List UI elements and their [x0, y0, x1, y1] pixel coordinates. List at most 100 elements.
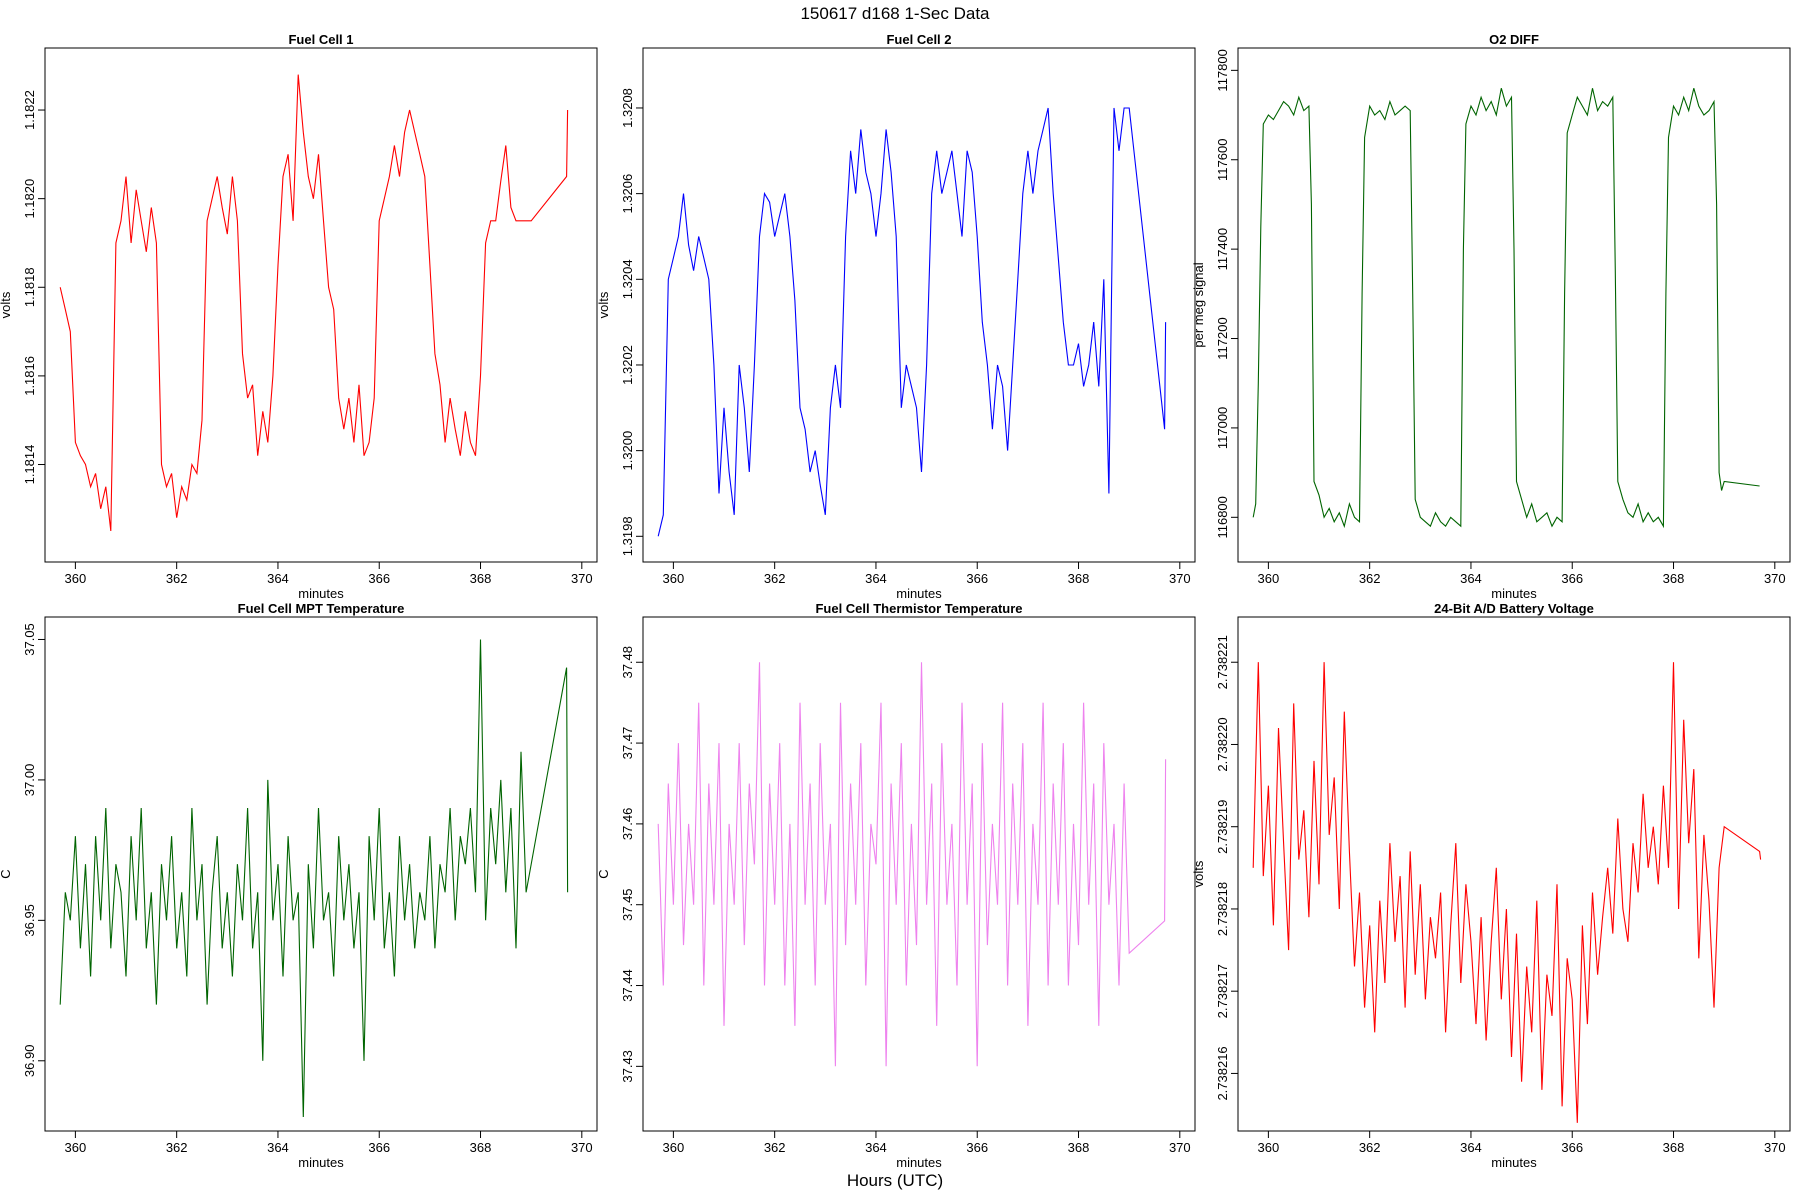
x-tick-label: 362	[166, 571, 188, 586]
y-tick-label: 1.3206	[620, 174, 635, 214]
plot-frame	[44, 616, 598, 1132]
x-axis-label: minutes	[1491, 1155, 1537, 1170]
panel-1: Fuel Cell 1 360 362 364 366 368 370 minutes 1.18…	[0, 32, 598, 601]
y-tick-label: 37.43	[620, 1050, 635, 1083]
x-tick-label: 368	[470, 571, 492, 586]
y-tick-label: 1.3200	[620, 431, 635, 471]
x-tick-label: 366	[368, 1140, 390, 1155]
y-tick-label: 37.00	[22, 764, 37, 797]
x-tick-label: 364	[865, 1140, 887, 1155]
y-tick-label: 117400	[1215, 228, 1230, 270]
x-tick-label: 360	[1258, 1140, 1280, 1155]
y-tick-label: 117200	[1215, 317, 1230, 359]
panel-5: Fuel Cell Thermistor Temperature 360 362 36…	[596, 601, 1196, 1170]
x-tick-label: 362	[166, 1140, 188, 1155]
x-tick-label: 370	[1764, 571, 1786, 586]
figure-title: 150617 d168 1-Sec Data	[800, 4, 990, 23]
y-tick-label: 2.738217	[1215, 964, 1230, 1018]
series-line	[657, 662, 1167, 1067]
y-tick-label: 1.1814	[22, 445, 37, 485]
y-tick-label: 1.1820	[22, 179, 37, 219]
y-tick-label: 1.3204	[620, 259, 635, 299]
panel-title: Fuel Cell 1	[288, 32, 353, 47]
y-axis-label: C	[596, 869, 611, 878]
plot-frame	[642, 47, 1196, 563]
x-tick-label: 366	[368, 571, 390, 586]
y-tick-label: 1.1818	[22, 267, 37, 307]
x-tick-label: 368	[470, 1140, 492, 1155]
y-tick-label: 37.48	[620, 646, 635, 679]
panel-title: Fuel Cell Thermistor Temperature	[815, 601, 1022, 616]
plot-frame	[642, 616, 1196, 1132]
series-line	[657, 107, 1167, 537]
panel-title: 24-Bit A/D Battery Voltage	[1434, 601, 1594, 616]
panel-title: Fuel Cell 2	[886, 32, 951, 47]
x-tick-label: 366	[966, 571, 988, 586]
y-tick-label: 1.3198	[620, 516, 635, 556]
x-tick-label: 362	[1359, 571, 1381, 586]
y-tick-label: 117600	[1215, 139, 1230, 181]
y-tick-label: 37.47	[620, 727, 635, 760]
y-tick-label: 1.1822	[22, 90, 37, 130]
y-tick-label: 37.45	[620, 888, 635, 921]
x-axis-label: minutes	[1491, 586, 1537, 601]
x-tick-label: 366	[966, 1140, 988, 1155]
x-axis-label: minutes	[896, 1155, 942, 1170]
series-line	[59, 74, 569, 532]
plot-frame	[1237, 47, 1791, 563]
y-tick-label: 2.738220	[1215, 717, 1230, 771]
x-tick-label: 360	[663, 1140, 685, 1155]
x-axis-label: minutes	[896, 586, 942, 601]
panel-6: 24-Bit A/D Battery Voltage 360 362 364 366 36…	[1191, 601, 1791, 1170]
y-tick-label: 2.738221	[1215, 635, 1230, 689]
x-tick-label: 360	[65, 1140, 87, 1155]
y-axis-label: per meg signal	[1191, 262, 1206, 347]
panels-grid: Fuel Cell 1 360 362 364 366 368 370 minutes 1.18…	[0, 32, 1791, 1170]
x-axis-label: minutes	[298, 586, 344, 601]
x-tick-label: 366	[1561, 571, 1583, 586]
figure-bottom-label: Hours (UTC)	[847, 1171, 943, 1190]
y-axis-label: volts	[0, 291, 13, 318]
y-tick-label: 37.44	[620, 969, 635, 1002]
plot-frame	[44, 47, 598, 563]
y-tick-label: 2.738216	[1215, 1046, 1230, 1100]
panel-title: O2 DIFF	[1489, 32, 1539, 47]
panel-title: Fuel Cell MPT Temperature	[238, 601, 405, 616]
x-tick-label: 370	[571, 1140, 593, 1155]
y-tick-label: 117800	[1215, 49, 1230, 91]
x-tick-label: 362	[1359, 1140, 1381, 1155]
y-axis-label: volts	[1191, 860, 1206, 887]
x-tick-label: 364	[865, 571, 887, 586]
x-tick-label: 368	[1663, 571, 1685, 586]
y-tick-label: 2.738219	[1215, 800, 1230, 854]
y-tick-label: 36.95	[22, 904, 37, 937]
plot-frame	[1237, 616, 1791, 1132]
x-tick-label: 370	[1764, 1140, 1786, 1155]
x-tick-label: 368	[1068, 1140, 1090, 1155]
x-tick-label: 366	[1561, 1140, 1583, 1155]
y-tick-label: 1.3202	[620, 345, 635, 385]
x-tick-label: 368	[1068, 571, 1090, 586]
x-tick-label: 364	[1460, 1140, 1482, 1155]
panel-3: O2 DIFF 360 362 364 366 368 370 minutes 116800 11…	[1191, 32, 1791, 601]
x-tick-label: 370	[571, 571, 593, 586]
x-tick-label: 370	[1169, 571, 1191, 586]
x-tick-label: 360	[1258, 571, 1280, 586]
x-tick-label: 362	[764, 571, 786, 586]
y-tick-label: 36.90	[22, 1045, 37, 1078]
y-tick-label: 117000	[1215, 407, 1230, 449]
y-axis-label: C	[0, 869, 13, 878]
y-tick-label: 1.3208	[620, 88, 635, 128]
y-tick-label: 2.738218	[1215, 882, 1230, 936]
x-tick-label: 364	[267, 571, 289, 586]
y-tick-label: 1.1816	[22, 356, 37, 396]
panel-4: Fuel Cell MPT Temperature 360 362 364 366 368…	[0, 601, 598, 1170]
series-line	[1252, 88, 1760, 529]
x-tick-label: 360	[663, 571, 685, 586]
x-tick-label: 368	[1663, 1140, 1685, 1155]
y-tick-label: 37.46	[620, 808, 635, 841]
x-tick-label: 362	[764, 1140, 786, 1155]
x-axis-label: minutes	[298, 1155, 344, 1170]
series-line	[1252, 662, 1762, 1123]
